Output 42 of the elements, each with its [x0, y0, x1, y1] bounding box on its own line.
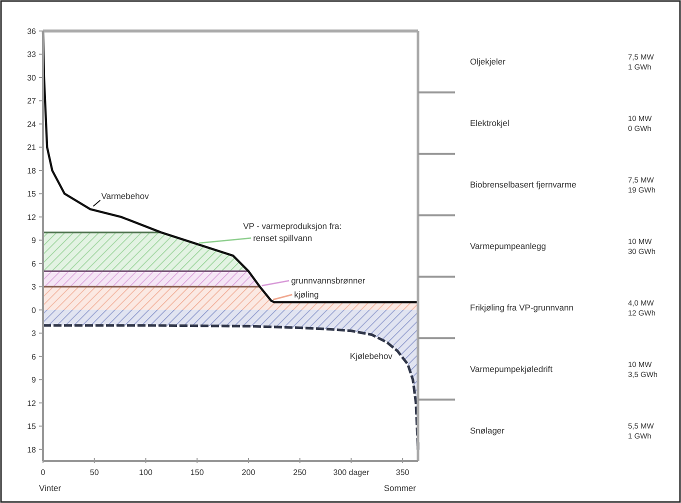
y-tick-label: 0 — [32, 306, 37, 315]
x-tick-label: 150 — [190, 468, 204, 477]
text: Varmepumpeanlegg — [470, 241, 546, 251]
text: Sommer — [384, 483, 416, 493]
series-label: kjøling — [294, 290, 319, 300]
text: renset spillvann — [253, 233, 312, 244]
legend-title: VP - varmeproduksjon fra: — [243, 221, 342, 232]
y-tick-label: 12 — [27, 212, 37, 222]
y-tick-label: 33 — [27, 50, 37, 60]
x-axis-title: Vinter — [39, 483, 62, 493]
text: Oljekjeler — [470, 56, 506, 67]
text: Snølager — [470, 425, 505, 436]
y-tick-label: 15 — [27, 190, 37, 199]
text: Elektrokjel — [470, 118, 510, 128]
x-tick-label: 300 dager — [333, 468, 370, 477]
y-tick-label: 21 — [27, 143, 37, 152]
x-tick-label: 0 — [40, 468, 46, 477]
y-tick-label: 3 — [32, 329, 37, 338]
y-tick-label: 24 — [27, 120, 37, 129]
x-tick-label: 350 — [396, 468, 410, 477]
y-tick-label: 30 — [27, 73, 37, 82]
series-label: grunnvannsbrønner — [291, 276, 366, 286]
y-tick-label: 12 — [27, 398, 37, 408]
y-tick-label: 36 — [27, 27, 37, 36]
series-label: Varmebehov — [101, 191, 150, 202]
text: Varmepumpekjøledrift — [470, 364, 554, 374]
x-tick-label: 100 — [139, 468, 153, 477]
text: Biobrenselbasert fjernvarme — [470, 180, 577, 190]
x-tick-label: 200 — [242, 468, 256, 477]
y-tick-label: 18 — [27, 166, 37, 176]
x-tick-label: 50 — [90, 468, 100, 477]
y-tick-label: 9 — [32, 236, 37, 246]
y-tick-label: 15 — [27, 422, 37, 432]
series-label: Kjølebehov — [350, 350, 394, 361]
text: Frikjøling fra VP-grunnvann — [470, 302, 574, 312]
y-tick-label: 6 — [32, 259, 37, 268]
y-tick-label: 3 — [32, 282, 37, 292]
y-tick-label: 27 — [27, 96, 37, 106]
x-tick-label: 250 — [293, 468, 308, 477]
y-tick-label: 6 — [32, 352, 37, 362]
y-tick-label: 18 — [27, 445, 37, 454]
y-tick-label: 9 — [32, 376, 37, 385]
